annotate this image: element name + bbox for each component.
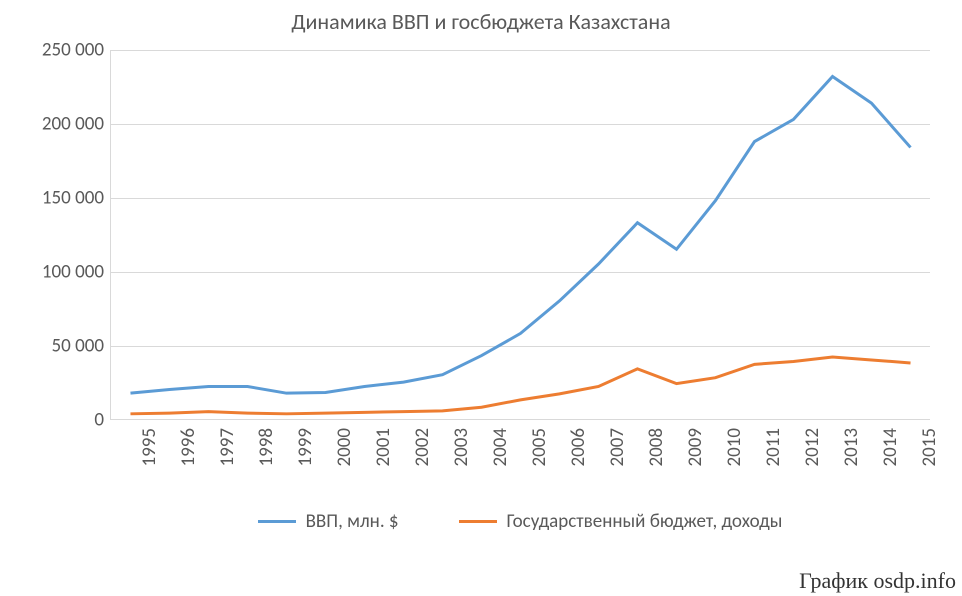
legend-item-budget: Государственный бюджет, доходы	[459, 510, 783, 533]
x-tick-label: 2013	[840, 428, 863, 467]
x-tick-label: 1996	[177, 428, 200, 467]
x-tick-label: 1997	[216, 428, 239, 467]
x-tick-label: 2010	[723, 428, 746, 467]
x-tick-label: 2001	[372, 428, 395, 467]
x-tick-label: 1999	[294, 428, 317, 467]
x-tick-label: 2015	[918, 428, 941, 467]
legend-swatch	[459, 520, 497, 523]
x-tick-label: 2012	[801, 428, 824, 467]
legend-label: Государственный бюджет, доходы	[507, 510, 783, 533]
x-tick-label: 2009	[684, 428, 707, 467]
chart-title: Динамика ВВП и госбюджета Казахстана	[0, 8, 962, 35]
x-tick-label: 2014	[879, 428, 902, 467]
y-tick-label: 0	[9, 409, 104, 432]
x-tick-label: 2006	[567, 428, 590, 467]
x-tick-label: 2004	[489, 428, 512, 467]
x-tick-label: 2005	[528, 428, 551, 467]
plot-area	[110, 50, 930, 420]
x-tick-label: 2002	[411, 428, 434, 467]
legend-item-gdp: ВВП, млн. $	[258, 510, 399, 533]
y-tick-label: 250 000	[9, 39, 104, 62]
y-tick-label: 100 000	[9, 261, 104, 284]
x-tick-label: 2007	[606, 428, 629, 467]
chart-lines-svg	[111, 50, 930, 419]
legend: ВВП, млн. $ Государственный бюджет, дохо…	[110, 510, 930, 533]
x-tick-label: 2003	[450, 428, 473, 467]
legend-swatch	[258, 520, 296, 523]
x-tick-label: 2011	[762, 428, 785, 467]
x-tick-label: 1998	[255, 428, 278, 467]
y-tick-label: 50 000	[9, 335, 104, 358]
y-tick-label: 150 000	[9, 187, 104, 210]
y-tick-label: 200 000	[9, 113, 104, 136]
x-tick-label: 2000	[333, 428, 356, 467]
attribution-label: График osdp.info	[799, 568, 956, 594]
x-tick-label: 2008	[645, 428, 668, 467]
series-line-gdp	[130, 77, 910, 394]
chart-container: Динамика ВВП и госбюджета Казахстана 0 5…	[0, 0, 962, 596]
legend-label: ВВП, млн. $	[306, 510, 399, 533]
x-tick-label: 1995	[138, 428, 161, 467]
